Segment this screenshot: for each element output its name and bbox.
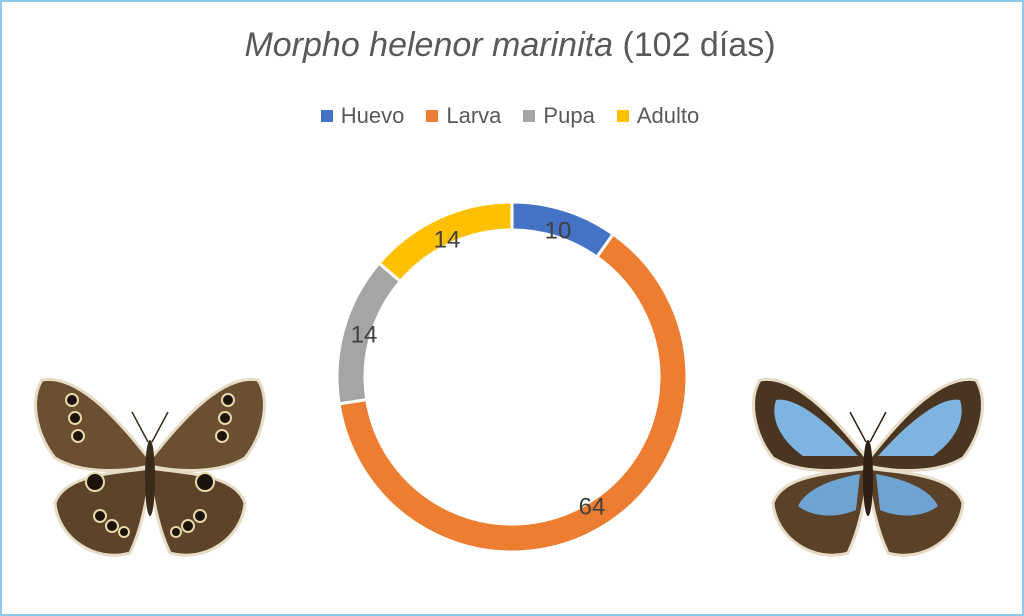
legend-swatch-larva [426, 110, 439, 122]
legend-swatch-huevo [320, 110, 333, 122]
legend-swatch-pupa [523, 110, 536, 122]
legend-item-pupa: Pupa [523, 103, 595, 129]
title-duration: (102 días) [622, 26, 776, 64]
legend-item-larva: Larva [426, 103, 501, 129]
data-label-adulto: 14 [434, 226, 461, 253]
legend-swatch-adulto [616, 110, 629, 122]
title-scientific-name: Morpho helenor marinita [244, 26, 613, 64]
legend-label-huevo: Huevo [340, 103, 405, 128]
butterfly-upperside-image [752, 377, 984, 557]
chart-title: Morpho helenor marinita (102 días) [0, 26, 1020, 65]
data-label-huevo: 10 [545, 217, 572, 244]
data-label-larva: 64 [579, 493, 606, 520]
donut-slice-adulto [376, 200, 514, 284]
data-label-pupa: 14 [351, 321, 378, 348]
legend-label-adulto: Adulto [636, 103, 700, 128]
chart-legend: Huevo Larva Pupa Adulto [0, 103, 1020, 129]
donut-slice-larva [337, 232, 689, 554]
legend-label-larva: Larva [446, 103, 502, 128]
legend-label-pupa: Pupa [543, 103, 595, 128]
legend-item-adulto: Adulto [616, 103, 700, 129]
donut-chart: 10 64 14 14 [335, 200, 689, 554]
legend-item-huevo: Huevo [320, 103, 405, 129]
butterfly-underside-image [34, 377, 266, 557]
